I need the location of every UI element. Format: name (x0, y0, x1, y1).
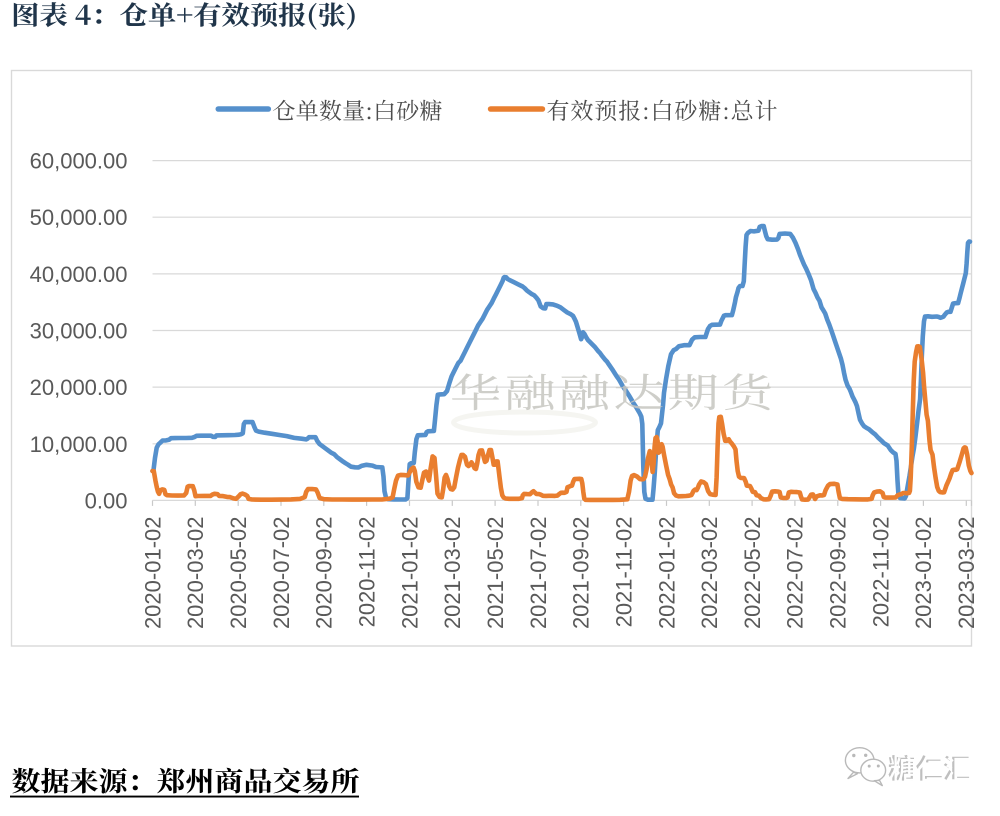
svg-text:30,000.00: 30,000.00 (30, 319, 128, 344)
svg-text:2020-03-02: 2020-03-02 (183, 517, 208, 630)
svg-text:2021-05-02: 2021-05-02 (483, 517, 508, 630)
svg-text:60,000.00: 60,000.00 (30, 149, 128, 174)
svg-text:2020-05-02: 2020-05-02 (226, 517, 251, 630)
svg-text:2023-01-02: 2023-01-02 (911, 516, 936, 629)
svg-text:2022-03-02: 2022-03-02 (697, 517, 722, 630)
svg-text:2022-11-02: 2022-11-02 (868, 517, 893, 628)
svg-text:2022-09-02: 2022-09-02 (826, 517, 851, 630)
svg-text:2020-01-02: 2020-01-02 (140, 517, 165, 630)
svg-text:2021-03-02: 2021-03-02 (440, 517, 465, 630)
svg-text:2021-11-02: 2021-11-02 (611, 517, 636, 628)
svg-text:0.00: 0.00 (85, 488, 128, 513)
svg-text:20,000.00: 20,000.00 (30, 375, 128, 400)
svg-text:2020-09-02: 2020-09-02 (312, 517, 337, 630)
svg-text:2020-07-02: 2020-07-02 (269, 517, 294, 630)
svg-text:2021-01-02: 2021-01-02 (397, 517, 422, 630)
svg-text:2021-07-02: 2021-07-02 (526, 517, 551, 630)
svg-text:2020-11-02: 2020-11-02 (354, 517, 379, 628)
svg-text:50,000.00: 50,000.00 (30, 205, 128, 230)
svg-text:2023-03-02: 2023-03-02 (954, 517, 979, 630)
svg-text:10,000.00: 10,000.00 (30, 432, 128, 457)
svg-text:2022-05-02: 2022-05-02 (740, 517, 765, 630)
svg-text:40,000.00: 40,000.00 (30, 262, 128, 287)
svg-text:2021-09-02: 2021-09-02 (569, 517, 594, 630)
svg-text:2022-01-02: 2022-01-02 (654, 517, 679, 630)
svg-text:2022-07-02: 2022-07-02 (783, 517, 808, 630)
